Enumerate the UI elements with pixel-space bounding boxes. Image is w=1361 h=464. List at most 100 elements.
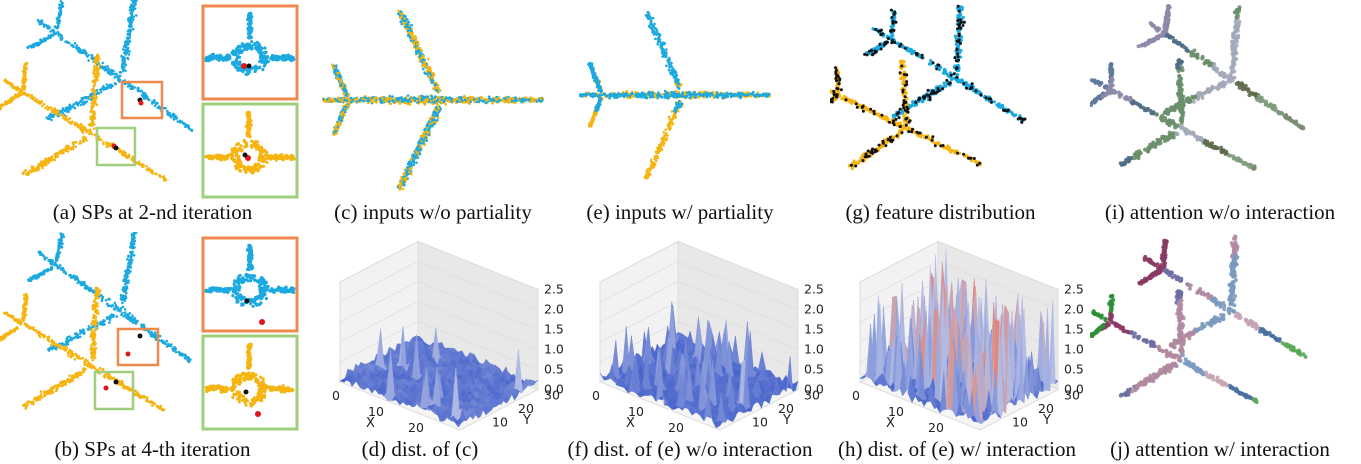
panel-c-pointcloud: [321, 9, 545, 191]
target-cloud: [0, 286, 166, 412]
y-tick-label: 30: [1064, 388, 1080, 403]
caption-g: (g) feature distribution: [845, 200, 1036, 224]
panel-b-pointcloud: [0, 232, 299, 431]
x-axis: 0 10 20 30 X: [332, 388, 464, 437]
panel-h-surface: 0.00.51.01.52.02.5Distance0102030X102030…: [852, 240, 1084, 437]
distance-surface: [859, 249, 1059, 425]
z-axis: 0.00.51.01.52.02.5Distance: [804, 282, 824, 397]
z-tick-label: 0.0: [804, 382, 824, 397]
zoom-box-green: [95, 126, 137, 167]
keypoint: [138, 100, 144, 106]
panel-e: [570, 0, 790, 200]
y-axis: 10 20 30 Y: [492, 388, 560, 430]
caption-f: (f) dist. of (e) w/o interaction: [567, 437, 813, 461]
x-axis-label: X: [366, 416, 375, 431]
panel-j: [1090, 232, 1340, 437]
caption-d: (d) dist. of (c): [361, 437, 479, 461]
x-tick-label: 0: [852, 388, 860, 403]
keypoint: [103, 385, 109, 391]
x-axis-label: X: [626, 416, 635, 431]
z-tick-label: 2.5: [804, 282, 824, 297]
z-tick-label: 2.5: [544, 282, 564, 297]
caption-c: (c) inputs w/o partiality: [334, 200, 532, 224]
y-tick-label: 30: [804, 388, 820, 403]
caption-i: (i) attention w/o interaction: [1104, 200, 1336, 224]
y-tick-label: 10: [752, 415, 768, 430]
panel-d-surface: 0.00.51.01.52.02.5Distance0102030X102030…: [332, 240, 564, 437]
y-axis: 10 20 30 Y: [752, 388, 820, 430]
zoom-box-orange: [120, 80, 164, 120]
distance-surface: [599, 300, 799, 429]
inset-target-cloud: [204, 342, 295, 408]
z-tick-label: 0.0: [544, 382, 564, 397]
z-tick-label: 1.0: [544, 342, 564, 357]
keypoint: [113, 379, 119, 385]
inset-source-cloud: [204, 11, 296, 76]
z-tick-label: 2.0: [1064, 302, 1084, 317]
z-axis: 0.00.51.01.52.02.5Distance: [1064, 282, 1084, 397]
caption-e: (e) inputs w/ partiality: [586, 200, 774, 224]
x-tick-label: 20: [668, 420, 684, 435]
panel-f: 0.00.51.01.52.02.5Distance0102030X102030…: [570, 232, 830, 437]
source-cloud: [579, 11, 771, 114]
x-tick-label: 0: [592, 388, 600, 403]
panel-a: [0, 0, 305, 200]
y-axis-label: Y: [782, 413, 791, 428]
z-tick-label: 0.5: [544, 362, 564, 377]
x-tick-label: 10: [628, 404, 644, 419]
distance-surface: [339, 326, 539, 428]
x-tick-label: 10: [888, 404, 904, 419]
attention-cloud: [1090, 4, 1306, 171]
y-tick-label: 10: [492, 415, 508, 430]
inset-source-cloud: [204, 243, 296, 308]
panel-g: [830, 0, 1045, 200]
panel-d: 0.00.51.01.52.02.5Distance0102030X102030…: [310, 232, 570, 437]
panel-f-surface: 0.00.51.01.52.02.5Distance0102030X102030…: [592, 240, 824, 437]
y-tick-label: 10: [1012, 415, 1028, 430]
y-axis: 10 20 30 Y: [1012, 388, 1080, 430]
z-tick-label: 2.5: [1064, 282, 1084, 297]
panel-j-pointcloud: [1090, 234, 1308, 405]
zoom-inset-green: [201, 334, 299, 431]
panel-i-pointcloud: [1090, 4, 1306, 171]
y-tick-label: 20: [778, 401, 794, 416]
source-cloud: [865, 5, 1026, 123]
zoom-box-orange: [116, 327, 160, 367]
x-axis: 0 10 20 30 X: [592, 388, 724, 437]
source-cloud: [27, 232, 192, 364]
panel-h: 0.00.51.01.52.02.5Distance0102030X102030…: [830, 232, 1090, 437]
keypoint: [113, 145, 119, 151]
y-axis-label: Y: [522, 413, 531, 428]
y-axis-label: Y: [1042, 413, 1051, 428]
x-tick-label: 10: [368, 404, 384, 419]
feature-points: [830, 4, 1027, 168]
z-tick-label: 1.5: [544, 322, 564, 337]
x-axis: 0 10 20 30 X: [852, 388, 984, 437]
overlap-cloud: [321, 9, 545, 191]
caption-b: (b) SPs at 4-th iteration: [54, 437, 251, 461]
x-axis-label: X: [886, 416, 895, 431]
x-tick-label: 20: [928, 420, 944, 435]
x-tick-label: 20: [408, 420, 424, 435]
caption-h: (h) dist. of (e) w/ interaction: [838, 437, 1076, 461]
attention-cloud: [1090, 234, 1308, 405]
inset-target-cloud: [204, 110, 296, 175]
zoom-box-green: [93, 370, 135, 411]
panel-a-pointcloud: [0, 0, 299, 199]
panel-g-pointcloud: [830, 4, 1027, 171]
z-tick-label: 1.0: [1064, 342, 1084, 357]
z-tick-label: 2.0: [544, 302, 564, 317]
x-tick-label: 30: [448, 436, 464, 437]
source-cloud: [26, 0, 194, 132]
z-tick-label: 1.5: [1064, 322, 1084, 337]
x-tick-label: 30: [968, 436, 984, 437]
caption-a: (a) SPs at 2-nd iteration: [52, 200, 253, 224]
keypoint: [125, 351, 131, 357]
keypoint: [137, 333, 143, 339]
x-tick-label: 30: [708, 436, 724, 437]
panel-i: [1090, 0, 1340, 200]
z-tick-label: 2.0: [804, 302, 824, 317]
z-tick-label: 1.5: [804, 322, 824, 337]
z-tick-label: 0.5: [1064, 362, 1084, 377]
panel-c: [318, 0, 548, 200]
